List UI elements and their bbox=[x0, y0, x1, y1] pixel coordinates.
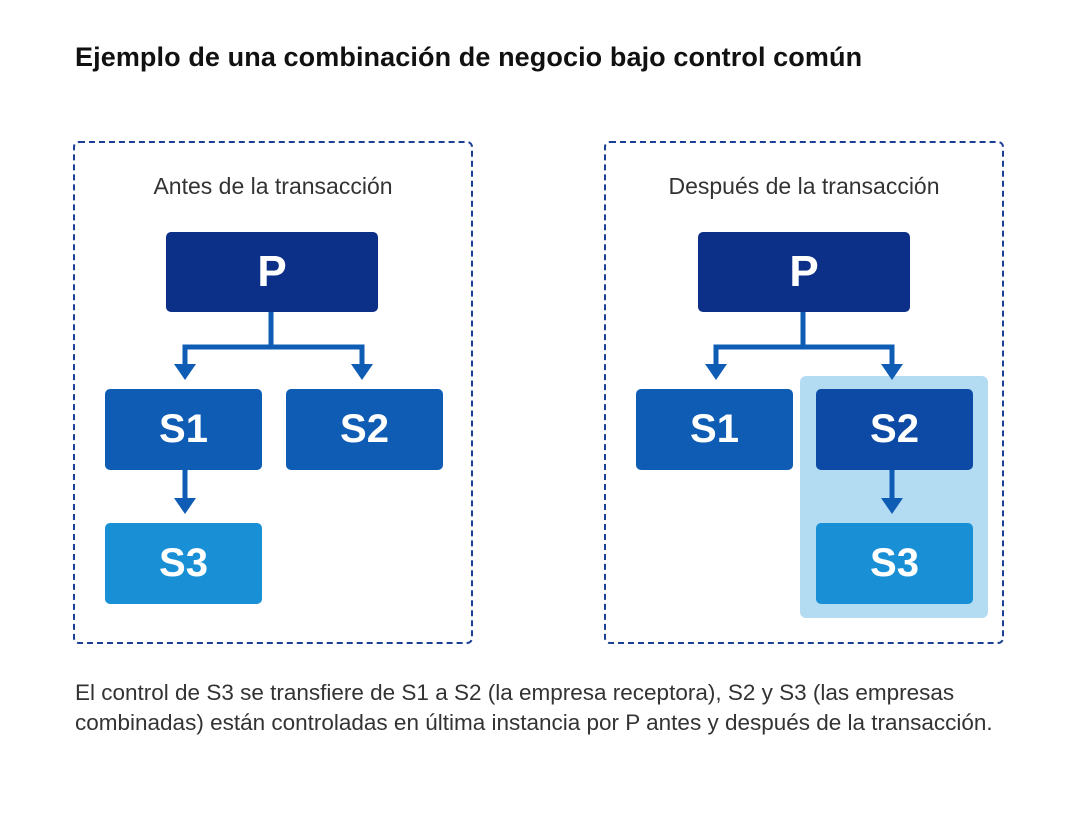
diagram-title: Ejemplo de una combinación de negocio ba… bbox=[75, 42, 863, 72]
after-node-s2: S2 bbox=[816, 389, 973, 470]
before-node-s3: S3 bbox=[105, 523, 262, 604]
after-node-s3: S3 bbox=[816, 523, 973, 604]
after-node-s1: S1 bbox=[636, 389, 793, 470]
after-node-p: P bbox=[698, 232, 910, 312]
after-transaction-label: Después de la transacción bbox=[668, 173, 940, 199]
before-transaction-panel bbox=[73, 141, 473, 644]
before-transaction-label: Antes de la transacción bbox=[153, 173, 393, 199]
before-node-s2: S2 bbox=[286, 389, 443, 470]
diagram-caption: El control de S3 se transfiere de S1 a S… bbox=[75, 680, 993, 735]
before-node-s1: S1 bbox=[105, 389, 262, 470]
after-transaction-panel bbox=[604, 141, 1004, 644]
before-node-p: P bbox=[166, 232, 378, 312]
